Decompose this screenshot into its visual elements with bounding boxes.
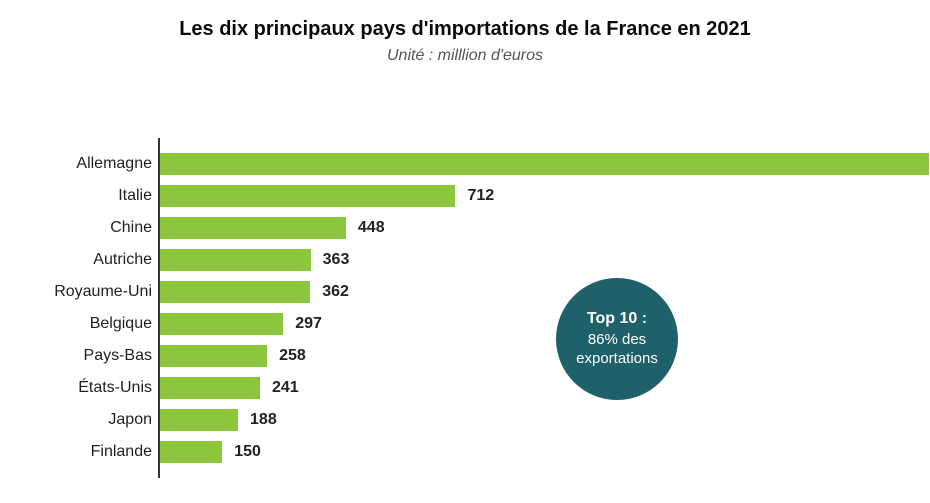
bar-value: 297	[295, 315, 322, 333]
bar-row: Royaume-Uni362	[72, 276, 892, 308]
bar	[160, 217, 346, 239]
bar-row: Japon188	[72, 404, 892, 436]
badge-line3: exportations	[576, 349, 658, 369]
bar-label: Belgique	[0, 315, 152, 333]
badge-line2: 86% des	[588, 330, 646, 350]
bar-row: Belgique297	[72, 308, 892, 340]
bar-label: Pays-Bas	[0, 347, 152, 365]
bar-row: États-Unis241	[72, 372, 892, 404]
bar-value: 363	[323, 251, 350, 269]
chart-title: Les dix principaux pays d'importations d…	[0, 18, 930, 41]
bar	[160, 153, 929, 175]
badge-line1: Top 10 :	[587, 309, 647, 330]
bar-row: Allemagne1 854	[72, 148, 892, 180]
bar-row: Finlande150	[72, 436, 892, 468]
bar	[160, 377, 260, 399]
bar-label: Chine	[0, 219, 152, 237]
bar-row: Chine448	[72, 212, 892, 244]
bar-label: États-Unis	[0, 379, 152, 397]
bar-label: Finlande	[0, 443, 152, 461]
bar-row: Italie712	[72, 180, 892, 212]
bar	[160, 313, 283, 335]
bar-value: 448	[358, 219, 385, 237]
bar	[160, 409, 238, 431]
bar-value: 258	[279, 347, 306, 365]
bar-label: Japon	[0, 411, 152, 429]
bar	[160, 249, 311, 271]
bar-label: Autriche	[0, 251, 152, 269]
bar-label: Italie	[0, 187, 152, 205]
bar-chart: Allemagne1 854Italie712Chine448Autriche3…	[72, 138, 892, 478]
bar	[160, 185, 455, 207]
bar-row: Autriche363	[72, 244, 892, 276]
bar-value: 188	[250, 411, 277, 429]
bar-label: Allemagne	[0, 155, 152, 173]
callout-badge: Top 10 : 86% des exportations	[556, 278, 678, 400]
bar-value: 362	[322, 283, 349, 301]
bar-value: 241	[272, 379, 299, 397]
bar-value: 150	[234, 443, 261, 461]
bar	[160, 441, 222, 463]
bar	[160, 345, 267, 367]
bar	[160, 281, 310, 303]
bar-label: Royaume-Uni	[0, 283, 152, 301]
chart-subtitle: Unité : milllion d'euros	[0, 47, 930, 65]
bar-rows: Allemagne1 854Italie712Chine448Autriche3…	[72, 148, 892, 468]
chart-container: Les dix principaux pays d'importations d…	[0, 0, 930, 503]
bar-value: 712	[467, 187, 494, 205]
bar-row: Pays-Bas258	[72, 340, 892, 372]
